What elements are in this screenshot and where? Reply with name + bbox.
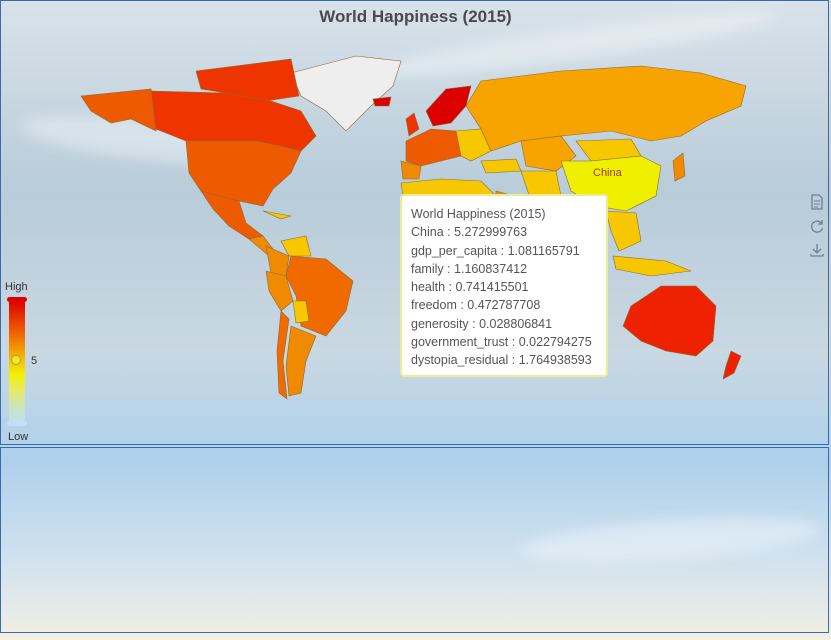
legend-bottom-handle[interactable] — [7, 421, 27, 426]
toolbox — [807, 194, 827, 266]
legend-value-marker — [11, 355, 21, 365]
country-venezuela[interactable] — [280, 235, 312, 257]
tooltip-line-dystopia: dystopia_residual : 1.764938593 — [411, 353, 592, 368]
legend-value-label: 5 — [31, 355, 38, 367]
bottom-panel — [0, 447, 829, 633]
country-alaska[interactable] — [80, 88, 157, 132]
tooltip: World Happiness (2015) China : 5.2729997… — [400, 194, 608, 377]
tooltip-line-freedom: freedom : 0.472787708 — [411, 298, 541, 313]
legend-high-label: High — [5, 281, 28, 293]
tooltip-line-gdp: gdp_per_capita : 1.081165791 — [411, 243, 580, 258]
tooltip-line-score: China : 5.272999763 — [411, 225, 528, 240]
data-view-icon[interactable] — [807, 194, 827, 214]
tooltip-line-generosity: generosity : 0.028806841 — [411, 316, 553, 331]
country-uk[interactable] — [405, 112, 420, 137]
country-scandinavia[interactable] — [425, 85, 472, 127]
country-japan[interactable] — [672, 152, 686, 182]
legend-top-handle[interactable] — [7, 297, 27, 302]
tooltip-header: World Happiness (2015) — [411, 207, 546, 221]
restore-icon[interactable] — [807, 218, 827, 238]
country-brazil[interactable] — [285, 255, 354, 337]
country-chile[interactable] — [276, 310, 290, 400]
tooltip-line-health: health : 0.741415501 — [411, 280, 529, 295]
legend-low-label: Low — [8, 431, 29, 443]
country-russia[interactable] — [465, 65, 747, 152]
country-eastern-europe[interactable] — [455, 128, 492, 162]
country-bolivia[interactable] — [292, 300, 310, 324]
country-iceland[interactable] — [372, 96, 392, 107]
country-australia[interactable] — [622, 285, 717, 357]
country-indonesia[interactable] — [612, 255, 692, 277]
tooltip-line-government-trust: government_trust : 0.022794275 — [411, 335, 592, 350]
country-usa[interactable] — [185, 140, 302, 207]
country-argentina[interactable] — [285, 325, 317, 397]
country-cuba[interactable] — [262, 210, 292, 220]
tooltip-line-family: family : 1.160837412 — [411, 261, 528, 276]
country-greenland[interactable] — [290, 55, 402, 132]
country-new-zealand[interactable] — [722, 350, 742, 380]
country-colombia[interactable] — [265, 245, 290, 277]
country-turkey[interactable] — [480, 158, 522, 174]
china-map-label: China — [593, 167, 623, 179]
visual-map-legend: High Low 5 — [1, 279, 46, 444]
save-image-icon[interactable] — [807, 242, 827, 262]
country-iberia[interactable] — [400, 160, 422, 180]
country-peru[interactable] — [265, 270, 294, 312]
chart-title: World Happiness (2015) — [319, 7, 512, 26]
map-panel: World Happiness (2015) — [0, 0, 829, 445]
country-southeast-asia[interactable] — [605, 210, 642, 252]
